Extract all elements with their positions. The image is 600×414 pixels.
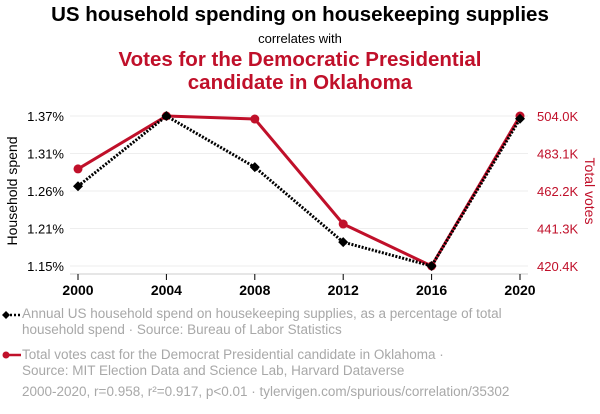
- chart-title: US household spending on housekeeping su…: [51, 3, 549, 26]
- data-point-votes: [250, 114, 260, 124]
- y-axis-label: Household spend: [4, 137, 20, 246]
- data-point-household-spend: [426, 261, 437, 271]
- legend-item-votes: Total votes cast for the Democrat Presid…: [22, 347, 444, 379]
- legend-line1: Annual US household spend on housekeepin…: [22, 306, 502, 321]
- chart-subtitle: correlates with: [258, 31, 342, 46]
- y-tick-label: 1.37%: [27, 109, 64, 124]
- y-axis-left: 1.37% 1.31% 1.26% 1.21% 1.15%: [27, 109, 64, 274]
- legend-line2: household spend · Source: Bureau of Labo…: [22, 322, 342, 337]
- data-point-votes: [73, 164, 83, 174]
- y-axis-right: 504.0K 483.1K 462.2K 441.3K 420.4K: [537, 109, 579, 274]
- x-axis: 2000 2004 2008 2012 2016 2020: [62, 273, 536, 298]
- y2-tick-label: 441.3K: [537, 222, 579, 237]
- gridlines: [70, 115, 528, 267]
- legend-diamond-icon: [2, 311, 21, 319]
- x-tick-label: 2000: [62, 282, 93, 298]
- x-tick-label: 2016: [416, 282, 447, 298]
- data-point-household-spend: [338, 237, 349, 248]
- x-tick-label: 2008: [239, 282, 270, 298]
- y2-axis-label: Total votes: [582, 158, 598, 225]
- x-tick-label: 2012: [328, 282, 359, 298]
- data-point-household-spend: [515, 113, 525, 124]
- y-tick-label: 1.26%: [27, 184, 64, 199]
- series-household-spend: [73, 111, 525, 271]
- title2-line1: Votes for the Democratic Presidential: [118, 48, 482, 71]
- x-tick-label: 2004: [151, 282, 182, 298]
- y-tick-label: 1.15%: [27, 259, 64, 274]
- legend-line1: Total votes cast for the Democrat Presid…: [22, 347, 444, 362]
- data-point-household-spend: [249, 162, 260, 173]
- y2-tick-label: 462.2K: [537, 184, 579, 199]
- y2-tick-label: 420.4K: [537, 259, 579, 274]
- legend-item-household-spend: Annual US household spend on housekeepin…: [22, 306, 502, 338]
- data-point-household-spend: [73, 181, 83, 192]
- y-tick-label: 1.21%: [27, 222, 64, 237]
- data-point-household-spend: [161, 111, 172, 121]
- y2-tick-label: 483.1K: [537, 147, 579, 162]
- footer-stats: 2000-2020, r=0.958, r²=0.917, p<0.01 · t…: [22, 384, 510, 399]
- x-tick-label: 2020: [504, 282, 535, 298]
- line-chart: 2000 2004 2008 2012 2016 2020 1.37% 1.31% 1.26%…: [4, 109, 598, 298]
- legend-circle-icon: [2, 351, 21, 359]
- y2-tick-label: 504.0K: [537, 109, 579, 124]
- legend-line2: Source: MIT Election Data and Science La…: [22, 363, 405, 378]
- title2-line2: candidate in Oklahoma: [187, 71, 413, 94]
- chart-title-secondary: Votes for the Democratic Presidential ca…: [0, 48, 600, 94]
- data-point-votes: [338, 219, 348, 229]
- y-tick-label: 1.31%: [27, 147, 64, 162]
